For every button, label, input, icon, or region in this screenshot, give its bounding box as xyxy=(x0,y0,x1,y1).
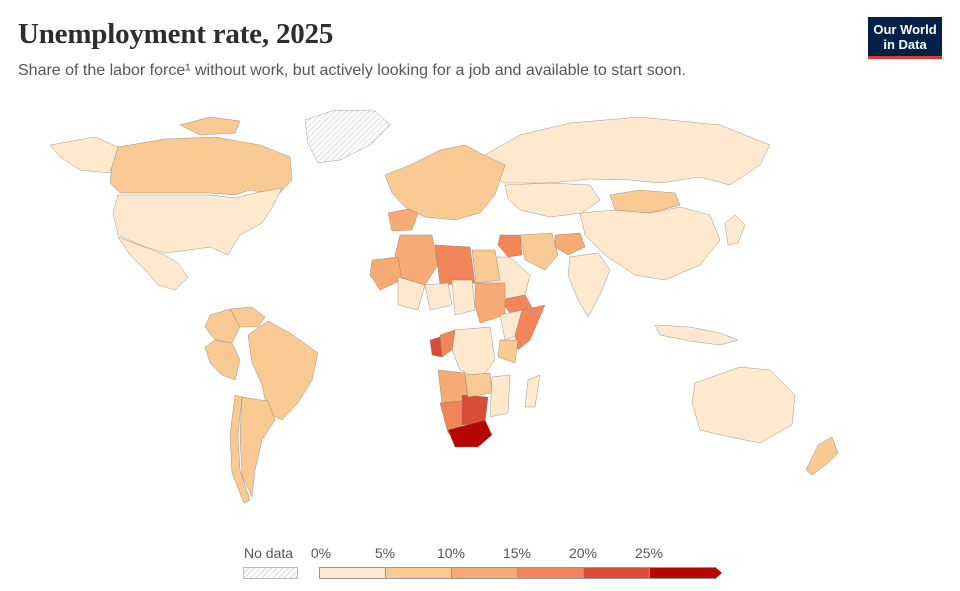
legend-tick-0: 0% xyxy=(310,545,332,561)
legend-tick-1: 5% xyxy=(374,545,396,561)
country-gabon[interactable] xyxy=(429,336,443,358)
country-chile[interactable] xyxy=(229,394,251,504)
country-congo[interactable] xyxy=(439,329,456,358)
country-somalia[interactable] xyxy=(514,304,546,351)
country-afghanistan[interactable] xyxy=(554,232,586,256)
country-canada[interactable] xyxy=(109,116,293,196)
legend-no-data-label: No data xyxy=(244,545,294,561)
country-libya[interactable] xyxy=(434,244,476,286)
country-india[interactable] xyxy=(567,252,611,318)
country-niger[interactable] xyxy=(424,282,453,311)
country-iran[interactable] xyxy=(519,232,559,271)
legend-no-data-swatch[interactable] xyxy=(243,567,298,579)
country-yemen[interactable] xyxy=(499,294,533,314)
legend-bin-2[interactable] xyxy=(451,567,518,579)
country-kazakhstan[interactable] xyxy=(504,182,601,218)
legend-open-end-arrow xyxy=(715,567,722,579)
country-chad[interactable] xyxy=(451,279,476,316)
country-mozambique[interactable] xyxy=(489,374,511,418)
country-united-states[interactable] xyxy=(49,136,283,256)
country-australia[interactable] xyxy=(691,366,796,444)
country-iraq[interactable] xyxy=(497,234,523,258)
country-japan[interactable] xyxy=(724,214,746,246)
legend-bin-4[interactable] xyxy=(583,567,650,579)
country-greenland[interactable] xyxy=(304,109,391,164)
country-mexico[interactable] xyxy=(117,236,189,291)
logo-line-1: Our World xyxy=(873,22,937,37)
country-argentina[interactable] xyxy=(239,396,276,498)
world-map xyxy=(49,109,839,504)
country-madagascar[interactable] xyxy=(524,374,541,408)
legend-bin-0[interactable] xyxy=(319,567,386,579)
country-mauritania[interactable] xyxy=(369,256,403,291)
country-mongolia[interactable] xyxy=(609,189,681,214)
country-russia[interactable] xyxy=(484,116,771,186)
country-europe[interactable] xyxy=(384,144,506,221)
country-zambia[interactable] xyxy=(464,372,493,398)
legend-bin-1[interactable] xyxy=(385,567,452,579)
map-legend: No data 0% 5% 10% 15% 20% 25% xyxy=(0,540,960,585)
chart-title: Unemployment rate, 2025 xyxy=(18,18,334,50)
chart-subtitle: Share of the labor force¹ without work, … xyxy=(18,62,686,79)
country-dr-congo[interactable] xyxy=(451,326,496,381)
country-mali[interactable] xyxy=(397,276,426,311)
legend-tick-3: 15% xyxy=(502,545,532,561)
legend-bin-3[interactable] xyxy=(517,567,584,579)
logo-line-2: in Data xyxy=(883,37,927,52)
country-kenya[interactable] xyxy=(497,339,519,364)
legend-tick-5: 25% xyxy=(634,545,664,561)
country-sudan[interactable] xyxy=(474,282,506,324)
country-indonesia[interactable] xyxy=(654,324,739,346)
legend-bin-5[interactable] xyxy=(649,567,716,579)
legend-tick-4: 20% xyxy=(568,545,598,561)
country-new-zealand[interactable] xyxy=(805,436,839,476)
country-south-africa[interactable] xyxy=(447,419,493,448)
country-peru[interactable] xyxy=(204,339,241,381)
country-egypt[interactable] xyxy=(471,249,501,284)
country-spain[interactable] xyxy=(387,208,419,232)
country-brazil[interactable] xyxy=(247,320,319,421)
owid-logo[interactable]: Our World in Data xyxy=(868,17,942,59)
country-venezuela[interactable] xyxy=(229,306,266,328)
legend-tick-2: 10% xyxy=(436,545,466,561)
